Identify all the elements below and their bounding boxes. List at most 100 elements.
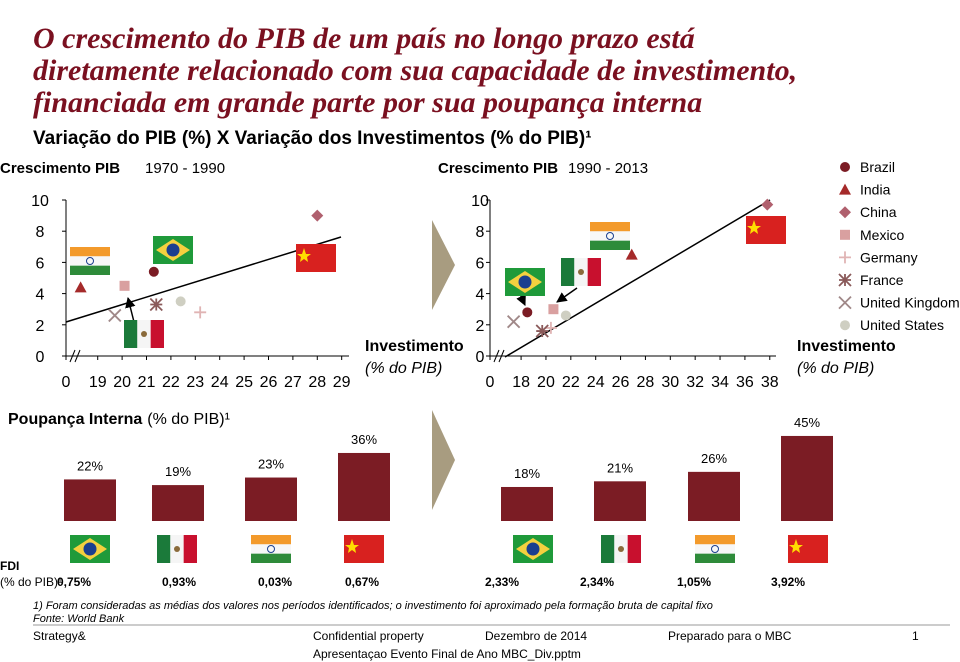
flag xyxy=(297,248,311,262)
x-tick-label: 20 xyxy=(537,374,555,391)
value-label: 36% xyxy=(351,432,377,447)
legend-label: China xyxy=(860,204,897,220)
data-point xyxy=(311,209,324,222)
legend-marker xyxy=(839,183,851,195)
y-tick-label: 6 xyxy=(36,255,45,272)
data-point xyxy=(74,281,87,293)
y-tick-label: 2 xyxy=(36,318,45,335)
data-point xyxy=(761,198,774,211)
footer-text: Dezembro de 2014 xyxy=(485,629,587,643)
flag xyxy=(183,535,197,563)
flag xyxy=(141,331,147,337)
x-tick-label: 30 xyxy=(661,374,679,391)
flag xyxy=(251,535,291,545)
flag xyxy=(124,320,138,348)
x-tick-label: 24 xyxy=(587,374,605,391)
flag xyxy=(174,546,180,552)
axis-break xyxy=(69,349,81,363)
y-tick-label: 2 xyxy=(476,318,485,335)
bar xyxy=(152,485,204,521)
x-axis-label: Investimento xyxy=(365,338,464,355)
y-tick-label: 4 xyxy=(36,287,45,304)
footer-text: 1 xyxy=(912,629,919,643)
flag xyxy=(83,542,97,556)
x-tick-label: 20 xyxy=(113,374,131,391)
data-point xyxy=(625,248,638,260)
y-tick-label: 0 xyxy=(476,349,485,366)
y-tick-label: 0 xyxy=(36,349,45,366)
legend-label: India xyxy=(860,182,891,198)
legend-marker xyxy=(838,273,852,287)
flag xyxy=(627,535,641,563)
axis-break xyxy=(493,349,505,363)
footer-text: Confidential property xyxy=(313,629,424,643)
legend-marker xyxy=(838,295,852,310)
data-point xyxy=(194,306,207,319)
value-label: 23% xyxy=(258,457,284,472)
flag xyxy=(251,544,291,554)
flag xyxy=(711,545,719,553)
bar xyxy=(594,481,646,521)
y-tick-label: 10 xyxy=(471,193,489,210)
x-tick-label: 38 xyxy=(761,374,779,391)
data-point xyxy=(560,310,571,321)
flag xyxy=(578,269,584,275)
flag xyxy=(590,222,630,232)
x-tick-label: 26 xyxy=(612,374,630,391)
flag xyxy=(267,545,275,553)
y-tick-label: 6 xyxy=(476,255,485,272)
value-label: 21% xyxy=(607,460,633,475)
flag xyxy=(561,258,575,286)
bar xyxy=(245,477,297,521)
title-line: financiada em grande parte por sua poupa… xyxy=(33,86,702,119)
bar xyxy=(501,486,553,521)
flag xyxy=(86,257,94,265)
flag xyxy=(518,275,532,289)
flag xyxy=(150,320,164,348)
source: Fonte: World Bank xyxy=(33,613,125,625)
value-label: 45% xyxy=(794,415,820,430)
flag xyxy=(601,535,615,563)
data-point xyxy=(535,324,549,338)
bar xyxy=(781,435,833,521)
legend-marker xyxy=(840,320,850,331)
flag xyxy=(345,539,359,553)
flag xyxy=(251,553,291,563)
flag xyxy=(789,539,803,553)
y-tick-label: 8 xyxy=(36,224,45,241)
data-point xyxy=(175,296,186,307)
x-axis-label: Investimento xyxy=(797,338,896,355)
fdi-label: FDI xyxy=(0,559,19,573)
flag xyxy=(166,243,180,257)
legend-label: Germany xyxy=(860,249,918,265)
value-label: 22% xyxy=(77,458,103,473)
trend-line xyxy=(65,236,342,323)
bar xyxy=(338,452,390,521)
chart-title: Poupança Interna xyxy=(8,411,142,428)
flag xyxy=(695,544,735,554)
y-axis-label: Crescimento PIB xyxy=(438,160,558,177)
bar xyxy=(688,471,740,521)
x-tick-label: 36 xyxy=(736,374,754,391)
legend-label: Brazil xyxy=(860,159,895,175)
data-point xyxy=(506,315,521,329)
chart-title-unit: (% do PIB)¹ xyxy=(147,411,230,428)
fdi-value: 2,33% xyxy=(485,575,519,589)
data-point xyxy=(149,297,163,312)
flag xyxy=(590,240,630,250)
y-tick-label: 10 xyxy=(31,193,49,210)
value-label: 26% xyxy=(701,451,727,466)
footnote: 1) Foram consideradas as médias dos valo… xyxy=(33,600,713,612)
x-tick-label: 29 xyxy=(333,374,351,391)
x-tick-label: 21 xyxy=(138,374,156,391)
x-tick-label: 34 xyxy=(711,374,729,391)
data-point xyxy=(108,308,122,323)
chevron xyxy=(432,220,455,310)
y-axis-label: Crescimento PIB xyxy=(0,160,120,177)
fdi-unit: (% do PIB)¹ xyxy=(0,575,62,589)
data-point xyxy=(544,321,557,334)
flag xyxy=(618,546,624,552)
flag xyxy=(590,231,630,241)
flag xyxy=(606,232,614,240)
arrow xyxy=(125,296,136,323)
